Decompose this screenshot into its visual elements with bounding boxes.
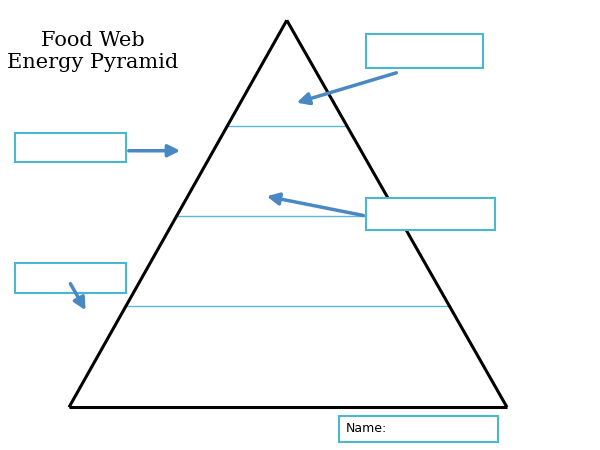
FancyBboxPatch shape — [366, 198, 495, 230]
FancyBboxPatch shape — [15, 133, 126, 162]
Text: Food Web
Energy Pyramid: Food Web Energy Pyramid — [7, 32, 179, 72]
FancyBboxPatch shape — [339, 416, 498, 442]
FancyBboxPatch shape — [366, 34, 483, 68]
Text: Name:: Name: — [346, 423, 388, 435]
FancyBboxPatch shape — [15, 263, 126, 292]
